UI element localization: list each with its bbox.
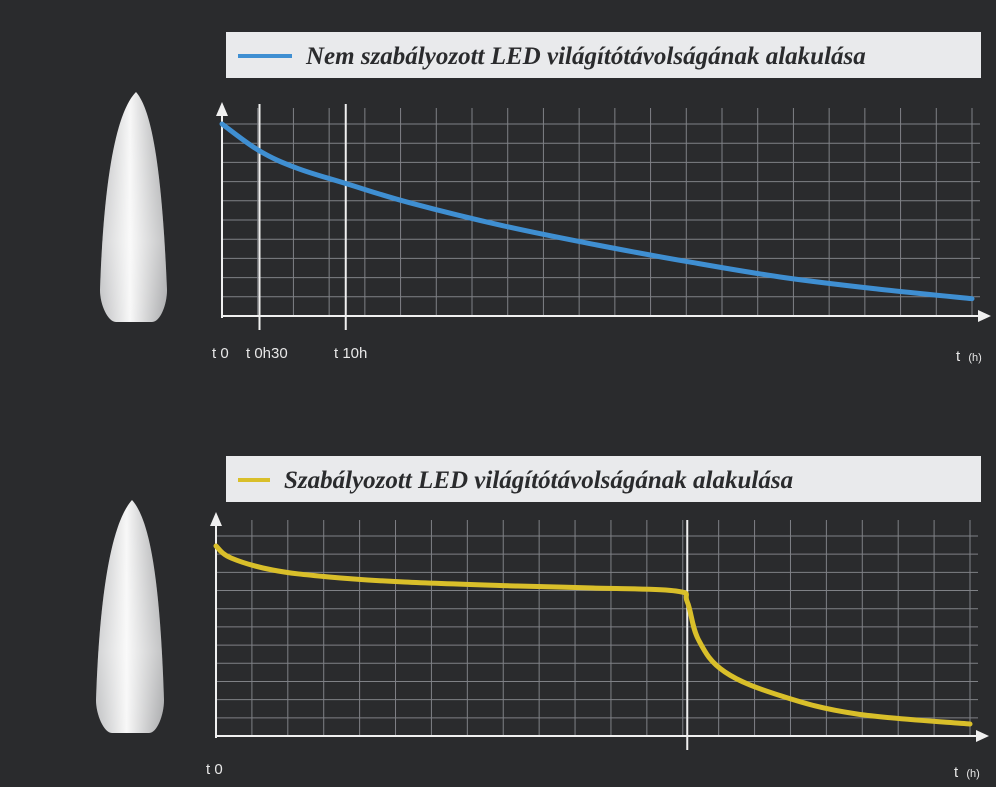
tick-label-t10h: t 10h (334, 345, 367, 362)
chart-unregulated-led: Nem szabályozott LED világítótávolságána… (212, 32, 991, 365)
y-axis-arrow (216, 102, 228, 116)
x-axis-arrow (978, 310, 991, 322)
tick-label-t0h30: t 0h30 (246, 345, 288, 362)
legend-label: Nem szabályozott LED világítótávolságána… (305, 43, 866, 70)
grid (216, 520, 978, 736)
x-axis-end-label: t (h) (956, 348, 982, 365)
time-markers (258, 104, 347, 330)
x-axis-arrow (976, 730, 989, 742)
x-axis-end-label: t (h) (954, 764, 980, 781)
legend-unregulated: Nem szabályozott LED világítótávolságána… (226, 32, 981, 78)
legend-box (226, 32, 981, 78)
light-beam-bottom-icon (96, 500, 164, 733)
series-line-regulated (213, 543, 973, 727)
legend-box (226, 456, 981, 502)
axes (210, 512, 989, 742)
x-axis-end-unit: (h) (966, 768, 979, 780)
series-line-unregulated (219, 121, 975, 302)
x-tick-labels: t 0 t (h) (206, 761, 980, 781)
tick-label-t0: t 0 (212, 345, 229, 362)
x-tick-labels: t 0 t 0h30 t 10h t (h) (212, 345, 982, 365)
legend-regulated: Szabályozott LED világítótávolságának al… (226, 456, 981, 502)
y-axis-arrow (210, 512, 222, 526)
x-axis-end-unit: (h) (968, 352, 981, 364)
axes (216, 102, 991, 322)
legend-label: Szabályozott LED világítótávolságának al… (284, 467, 793, 494)
x-axis-end-prefix: t (956, 348, 961, 365)
light-beam-top-icon (100, 92, 167, 322)
x-axis-end-prefix: t (954, 764, 959, 781)
chart-regulated-led: Szabályozott LED világítótávolságának al… (206, 456, 989, 781)
grid (222, 108, 980, 316)
tick-label-t0: t 0 (206, 761, 223, 778)
